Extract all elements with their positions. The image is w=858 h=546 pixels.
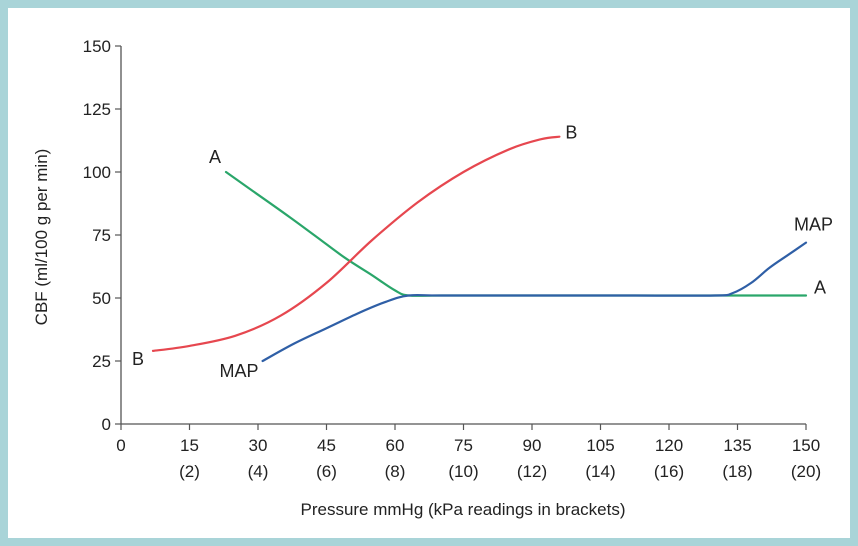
series-start-label-map: MAP bbox=[220, 361, 259, 381]
y-tick-label: 25 bbox=[92, 352, 111, 371]
series-start-label-b: B bbox=[132, 349, 144, 369]
x-tick-kpa-label: (10) bbox=[448, 462, 478, 481]
x-tick-label: 105 bbox=[586, 436, 614, 455]
series-line-a bbox=[224, 170, 808, 297]
x-tick-kpa-label: (6) bbox=[316, 462, 337, 481]
x-tick-label: 30 bbox=[249, 436, 268, 455]
x-tick-kpa-label: (20) bbox=[791, 462, 821, 481]
x-tick-label: 135 bbox=[723, 436, 751, 455]
x-tick-label: 90 bbox=[523, 436, 542, 455]
y-tick-label: 125 bbox=[83, 100, 111, 119]
y-tick-label: 0 bbox=[102, 415, 111, 434]
y-tick-label: 100 bbox=[83, 163, 111, 182]
x-tick-kpa-label: (4) bbox=[248, 462, 269, 481]
x-tick-kpa-label: (12) bbox=[517, 462, 547, 481]
x-axis-title: Pressure mmHg (kPa readings in brackets) bbox=[300, 500, 625, 519]
x-tick-kpa-label: (18) bbox=[722, 462, 752, 481]
curve-labels: A A B B MAP MAP bbox=[132, 123, 833, 381]
x-tick-label: 120 bbox=[655, 436, 683, 455]
x-tick-label: 45 bbox=[317, 436, 336, 455]
x-tick-label: 150 bbox=[792, 436, 820, 455]
x-tick-label: 15 bbox=[180, 436, 199, 455]
y-tick-label: 50 bbox=[92, 289, 111, 308]
axes: 0 25 50 75 100 125 150 0 15 (2) 30 (4) 45 (6) 60 (8) 75 (… bbox=[83, 37, 821, 481]
series-start-label-a: A bbox=[209, 147, 221, 167]
x-tick-kpa-label: (8) bbox=[385, 462, 406, 481]
series-layer bbox=[151, 135, 808, 363]
x-tick-kpa-label: (14) bbox=[585, 462, 615, 481]
y-tick-label: 75 bbox=[92, 226, 111, 245]
series-end-label-b: B bbox=[565, 123, 577, 143]
x-tick-kpa-label: (16) bbox=[654, 462, 684, 481]
x-tick-kpa-label: (2) bbox=[179, 462, 200, 481]
x-tick-label: 75 bbox=[454, 436, 473, 455]
x-tick-label: 0 bbox=[116, 436, 125, 455]
series-line-map bbox=[261, 241, 808, 363]
series-end-label-a: A bbox=[814, 277, 826, 297]
y-tick-label: 150 bbox=[83, 37, 111, 56]
x-tick-label: 60 bbox=[386, 436, 405, 455]
series-end-label-map: MAP bbox=[794, 215, 833, 235]
series-line-b bbox=[151, 135, 561, 352]
y-axis-title: CBF (ml/100 g per min) bbox=[32, 149, 51, 326]
